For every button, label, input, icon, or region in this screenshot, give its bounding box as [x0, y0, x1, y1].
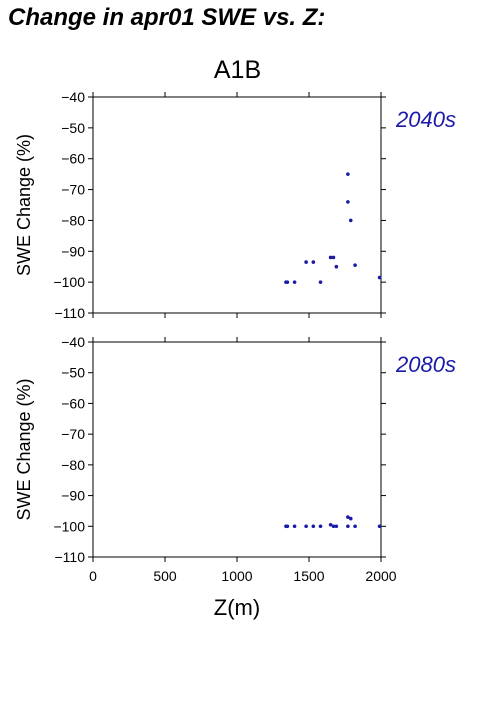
chart-2-x-tick-label: 1500: [293, 568, 324, 584]
chart-2-data-point: [311, 524, 316, 529]
chart-2-plot-frame: [92, 341, 382, 558]
chart-2-data-point: [331, 524, 336, 529]
chart-1-data-point: [334, 264, 339, 269]
chart-1-y-axis-label: SWE Change (%): [14, 134, 34, 276]
chart-2-y-tick-label: −60: [61, 395, 85, 411]
chart-2-data-point: [346, 515, 350, 519]
chart-1-data-point: [346, 172, 350, 176]
chart-1-data-point: [292, 280, 297, 284]
chart-1-data-point: [328, 255, 333, 260]
chart-2-data-point: [285, 524, 290, 529]
chart-1-y-tick-label: −90: [61, 243, 85, 259]
chart-1-data-point: [311, 260, 316, 264]
chart-2-y-tick-label: −80: [61, 457, 85, 473]
chart-2-data-point: [292, 524, 297, 529]
chart-2-y-tick-label: −50: [61, 365, 85, 381]
chart-2-data-point: [304, 524, 308, 529]
chart-2-data-point: [334, 524, 339, 529]
chart-1-data-point: [304, 260, 308, 264]
chart-1-y-tick-label: −50: [61, 120, 85, 136]
chart-2-data-point: [377, 524, 382, 529]
chart-1-data-point: [318, 280, 323, 284]
chart-2-data-point: [328, 522, 333, 527]
chart-1-data-point: [353, 263, 357, 267]
chart-2-y-tick-label: −90: [61, 488, 85, 504]
chart-2-x-tick-label: 1000: [221, 568, 252, 584]
chart-2-x-tick-label: 500: [153, 568, 177, 584]
chart-1-y-tick-label: −110: [55, 305, 86, 321]
chart-2-y-tick-label: −70: [61, 426, 85, 442]
chart-1-y-tick-label: −40: [61, 89, 85, 105]
chart-1-period-label: 2040s: [395, 107, 456, 132]
chart-2-period-label: 2080s: [395, 352, 456, 377]
chart-1-plot-frame: [92, 96, 382, 314]
chart-2-y-tick-label: −100: [53, 518, 85, 534]
chart-1-data-point: [285, 280, 290, 284]
chart-1-y-tick-label: −80: [61, 212, 85, 228]
chart-2-data-point: [348, 516, 353, 521]
chart-1-y-tick-label: −100: [53, 274, 85, 290]
chart-2-y-tick-label: −110: [55, 549, 86, 565]
chart-2-x-axis-label: Z(m): [214, 595, 260, 620]
chart-2-y-axis-label: SWE Change (%): [14, 378, 34, 520]
chart-2-x-tick-label: 2000: [365, 568, 396, 584]
chart-1-y-tick-label: −70: [61, 182, 85, 198]
chart-2-y-tick-label: −40: [61, 334, 85, 350]
chart-1-y-tick-label: −60: [61, 151, 85, 167]
chart-1-data-point: [346, 200, 350, 204]
chart-1-data-point: [377, 275, 382, 280]
page-title: Change in apr01 SWE vs. Z:: [8, 4, 326, 31]
chart-1-data-point: [331, 255, 336, 260]
chart-2-data-point: [353, 524, 357, 529]
scenario-label: A1B: [213, 56, 262, 84]
chart-2-data-point: [346, 524, 350, 529]
chart-2-x-tick-label: 0: [89, 568, 97, 584]
chart-2-data-point: [318, 524, 323, 529]
chart-1-data-point: [348, 218, 353, 223]
